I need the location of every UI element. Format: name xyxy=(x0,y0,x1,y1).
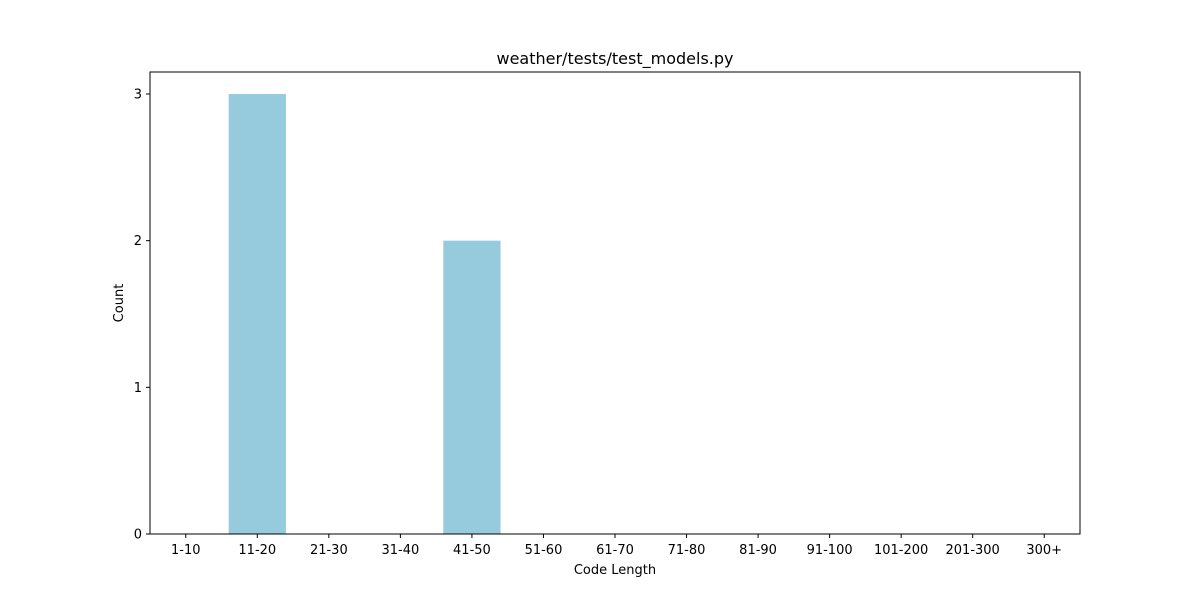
x-tick-label: 61-70 xyxy=(596,543,634,558)
x-tick-label: 51-60 xyxy=(525,543,563,558)
x-tick-label: 31-40 xyxy=(381,543,419,558)
x-tick-label: 300+ xyxy=(1026,543,1062,558)
x-tick-label: 11-20 xyxy=(238,543,276,558)
x-axis-ticks: 1-10 11-20 21-30 31-40 41-50 51-60 61-70 71-80 8… xyxy=(171,534,1062,558)
x-tick-label: 91-100 xyxy=(807,543,853,558)
y-axis-ticks: 0 1 2 3 xyxy=(134,88,150,543)
chart-title: weather/tests/test_models.py xyxy=(496,49,733,69)
y-tick-label: 2 xyxy=(134,234,142,249)
x-tick-label: 41-50 xyxy=(453,543,491,558)
y-tick-label: 3 xyxy=(134,88,142,103)
y-tick-label: 1 xyxy=(134,381,142,396)
x-tick-label: 71-80 xyxy=(668,543,706,558)
x-tick-label: 101-200 xyxy=(874,543,928,558)
bar-41-50 xyxy=(443,240,501,534)
x-axis-label: Code Length xyxy=(574,563,656,578)
y-axis-label: Count xyxy=(112,284,127,323)
plot-area-frame xyxy=(149,71,1081,535)
x-tick-label: 201-300 xyxy=(946,543,1000,558)
bars-group xyxy=(228,94,501,534)
bar-11-20 xyxy=(228,94,286,534)
x-tick-label: 81-90 xyxy=(739,543,777,558)
y-tick-label: 0 xyxy=(134,528,142,543)
x-tick-label: 1-10 xyxy=(171,543,201,558)
x-tick-label: 21-30 xyxy=(310,543,348,558)
